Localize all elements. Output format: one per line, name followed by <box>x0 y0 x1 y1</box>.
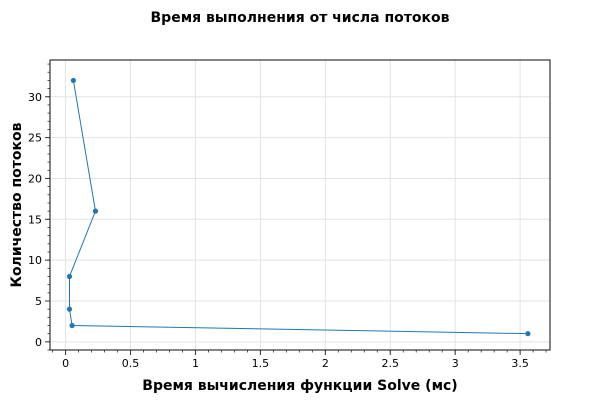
y-tick-label: 0 <box>35 336 42 349</box>
y-tick-label: 25 <box>28 132 42 145</box>
y-axis-title: Количество потоков <box>9 122 25 287</box>
x-tick-label: 1 <box>192 357 199 370</box>
y-tick-label: 15 <box>28 213 42 226</box>
data-point <box>69 322 75 329</box>
x-tick-label: 0.5 <box>122 357 140 370</box>
x-tick-label: 2.5 <box>382 357 400 370</box>
data-point <box>66 273 73 280</box>
data-point <box>92 208 99 214</box>
y-tick-label: 5 <box>35 295 42 308</box>
y-tick-label: 10 <box>28 254 42 267</box>
series-line <box>68 80 528 335</box>
y-tick-label: 30 <box>28 91 42 104</box>
y-tick-label: 20 <box>28 172 42 185</box>
x-tick-label: 3 <box>452 357 459 370</box>
x-tick-label: 1.5 <box>252 357 270 370</box>
x-tick-label: 3.5 <box>511 357 529 370</box>
x-axis-title: Время вычисления функции Solve (мс) <box>142 378 457 394</box>
grid-layer <box>50 60 550 350</box>
data-point <box>70 77 76 84</box>
tick-layer: 0 0.5 1 1.5 2 2.5 3 3.5 0 5 10 15 20 25 30 <box>28 63 547 370</box>
chart-title: Время выполнения от числа потоков <box>150 10 450 26</box>
x-tick-label: 0 <box>62 357 69 370</box>
data-point <box>66 306 73 312</box>
data-point <box>525 331 531 337</box>
series-layer <box>66 77 531 337</box>
plot-frame <box>49 59 551 351</box>
x-tick-label: 2 <box>322 357 329 370</box>
